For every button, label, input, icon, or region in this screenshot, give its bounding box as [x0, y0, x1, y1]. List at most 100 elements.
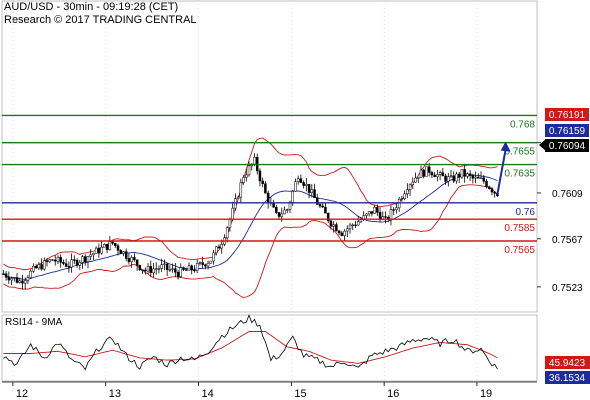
- candle-body: [318, 204, 322, 207]
- candle-body: [56, 257, 60, 262]
- candle-body: [127, 258, 131, 262]
- candle-body: [206, 262, 210, 267]
- price-axis-label-1: 0.7609: [552, 189, 583, 200]
- candle-body: [384, 216, 387, 218]
- candle-body: [133, 257, 136, 261]
- candle-body: [305, 184, 308, 186]
- level-label-1: 0.7655: [504, 147, 535, 158]
- candle-body: [43, 260, 46, 270]
- candle-body: [266, 192, 270, 203]
- candle-body: [190, 265, 193, 271]
- candle-body: [116, 245, 120, 251]
- level-label-4: 0.7585: [504, 223, 535, 234]
- candle-body: [7, 277, 11, 281]
- candle-body: [157, 268, 161, 270]
- candle-body: [215, 246, 218, 254]
- candle-body: [212, 252, 215, 262]
- candle-body: [73, 259, 76, 261]
- candle-body: [460, 169, 464, 178]
- price-tag-label-0: 0.76191: [549, 110, 586, 121]
- candle-body: [53, 259, 57, 262]
- candle-body: [277, 212, 281, 217]
- candle-body: [86, 256, 90, 262]
- candle-body: [247, 165, 251, 176]
- candle-body: [78, 262, 82, 266]
- candle-body: [326, 212, 330, 222]
- candle-body: [395, 207, 398, 211]
- rsi-tag-box-0: [545, 356, 590, 369]
- candle-body: [356, 221, 360, 226]
- candle-body: [122, 251, 125, 254]
- candle-body: [171, 268, 174, 270]
- candle-body: [373, 207, 376, 214]
- candle-body: [13, 277, 16, 279]
- candle-body: [32, 266, 35, 272]
- candle-body: [479, 177, 483, 179]
- candle-body: [146, 266, 150, 272]
- rsi-tag-label-1: 36.1534: [549, 373, 586, 384]
- candle-body: [4, 273, 8, 278]
- candle-body: [168, 269, 172, 271]
- candle-body: [463, 169, 466, 177]
- candle-body: [438, 172, 442, 175]
- candle-body: [406, 189, 409, 195]
- candle-body: [427, 166, 431, 173]
- candle-body: [84, 256, 87, 262]
- rsi-panel-label: RSI14 - 9MA: [5, 317, 63, 328]
- candle-body: [430, 172, 434, 176]
- rsi-panel-frame: [1, 314, 538, 382]
- candle-body: [332, 224, 335, 227]
- time-axis-label-5: 19: [480, 388, 492, 400]
- candle-body: [201, 262, 204, 265]
- candle-body: [138, 264, 142, 271]
- candle-body: [67, 266, 71, 268]
- price-tag-box-2: [545, 139, 589, 152]
- price-panel-frame: [1, 0, 538, 313]
- candle-body: [242, 177, 245, 183]
- level-label-2: 0.7635: [504, 169, 535, 180]
- candle-body: [466, 173, 469, 177]
- candle-body: [493, 191, 496, 194]
- candle-body: [351, 224, 355, 226]
- candle-body: [149, 266, 153, 273]
- candle-body: [220, 244, 223, 249]
- rsi-ma-line: [3, 331, 498, 364]
- candle-body: [94, 247, 98, 254]
- candle-body: [64, 263, 68, 267]
- candle-body: [411, 181, 415, 186]
- time-axis-label-3: 15: [294, 388, 306, 400]
- candle-body: [228, 218, 232, 228]
- rsi-line: [3, 314, 498, 371]
- candle-body: [296, 178, 300, 182]
- candle-body: [258, 170, 262, 182]
- candle-body: [103, 244, 106, 248]
- candle-body: [457, 173, 461, 178]
- price-tag-box-0: [545, 108, 589, 121]
- price-tag-pointer: [539, 139, 546, 151]
- candle-body: [321, 205, 324, 208]
- candle-body: [225, 227, 229, 239]
- candle-body: [163, 263, 166, 265]
- candle-body: [490, 188, 494, 193]
- candle-body: [193, 269, 196, 272]
- chart-header-copyright: Research © 2017 TRADING CENTRAL: [4, 14, 197, 26]
- candle-body: [182, 267, 185, 270]
- candle-body: [367, 211, 371, 215]
- candle-body: [21, 280, 24, 284]
- candle-body: [40, 264, 43, 270]
- candle-body: [354, 224, 357, 226]
- candle-body: [324, 206, 327, 214]
- candle-body: [92, 253, 95, 256]
- candle-body: [10, 278, 13, 281]
- candle-body: [141, 269, 144, 271]
- candle-body: [15, 277, 19, 283]
- candle-body: [392, 209, 395, 211]
- candle-body: [81, 256, 84, 263]
- candle-body: [154, 268, 158, 270]
- candle-body: [485, 180, 488, 187]
- candle-body: [26, 277, 30, 281]
- candle-body: [285, 209, 289, 211]
- price-axis-label-2: 0.7567: [552, 235, 583, 246]
- time-axis-label-0: 12: [16, 388, 28, 400]
